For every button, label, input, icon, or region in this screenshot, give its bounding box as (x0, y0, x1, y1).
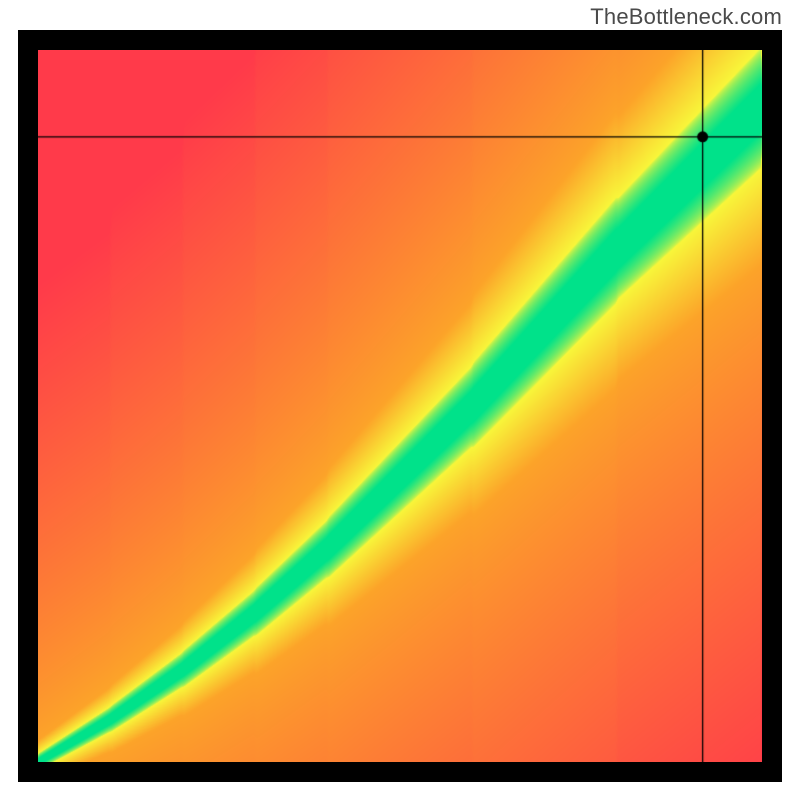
heatmap-canvas (38, 50, 762, 762)
chart-container: TheBottleneck.com (0, 0, 800, 800)
plot-frame (18, 30, 782, 782)
watermark-text: TheBottleneck.com (590, 4, 782, 30)
heatmap-plot (38, 50, 762, 762)
